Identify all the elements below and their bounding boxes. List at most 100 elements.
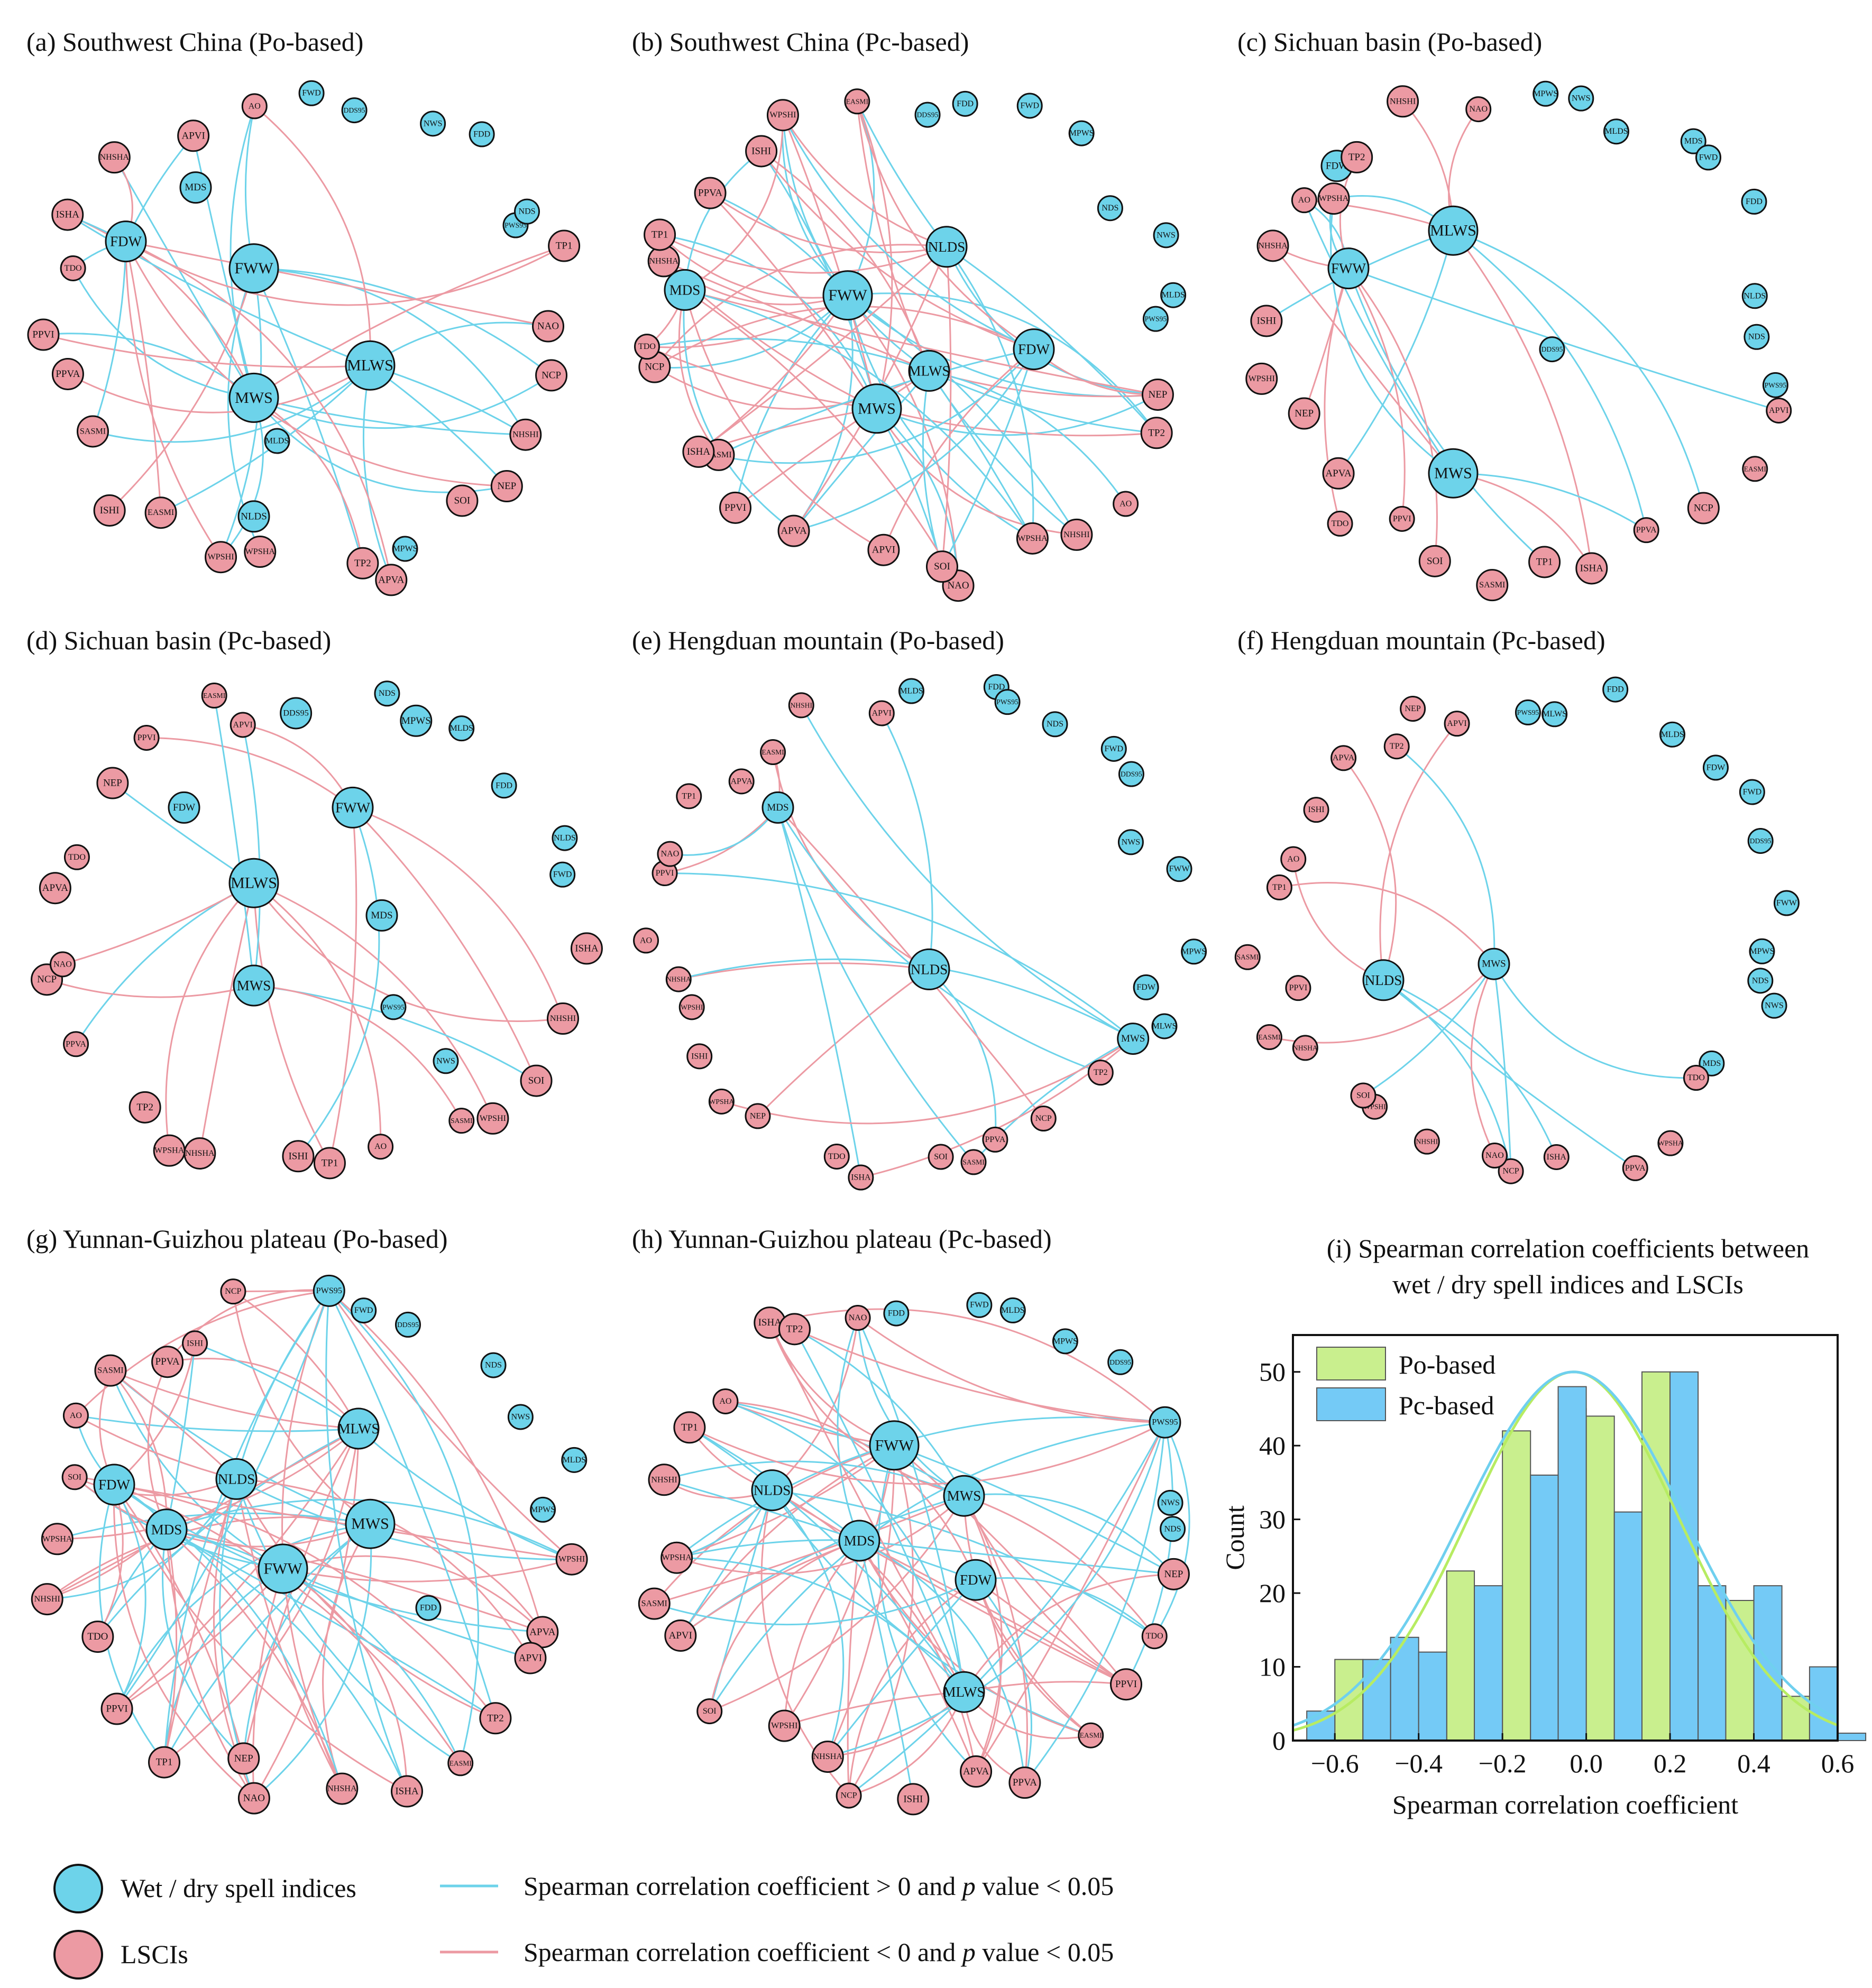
node-circle <box>1234 944 1261 970</box>
node-circle <box>1515 699 1541 725</box>
node-circle <box>1741 188 1767 215</box>
correlation-edge <box>793 348 1035 532</box>
node-mds: MDS <box>761 791 794 824</box>
correlation-edge <box>946 246 1158 434</box>
correlation-edge <box>97 1484 124 1637</box>
node-label: MLWS <box>909 363 950 379</box>
correlation-edge <box>975 1577 1155 1637</box>
pc-bar <box>1613 1511 1642 1741</box>
correlation-edge <box>235 1478 461 1764</box>
node-circle <box>1117 1023 1150 1055</box>
correlation-edge <box>113 1484 408 1792</box>
node-ishi: ISHI <box>93 494 126 527</box>
node-label: NEP <box>1295 408 1314 419</box>
node-label: EASMI <box>203 692 226 700</box>
node-circle <box>844 88 870 115</box>
node-circle <box>883 1300 910 1327</box>
node-nds: NDS <box>1042 711 1068 738</box>
correlation-edge <box>125 241 222 558</box>
node-ao: AO <box>62 1402 89 1429</box>
y-tick-label: 30 <box>1259 1505 1286 1534</box>
correlation-edge <box>281 1290 343 1789</box>
node-apvi: APVI <box>1444 711 1470 737</box>
node-ao: AO <box>712 1388 739 1414</box>
pc-bar <box>1837 1733 1867 1741</box>
node-circle <box>1766 397 1792 424</box>
node-circle <box>686 1043 713 1070</box>
correlation-edge <box>1125 1422 1174 1685</box>
node-ncp: NCP <box>836 1782 862 1809</box>
node-label: EASMI <box>449 1759 472 1767</box>
node-circle <box>838 1520 880 1562</box>
node-label: NHSHA <box>666 975 691 983</box>
correlation-edge <box>322 1523 371 1789</box>
node-circle <box>479 1702 512 1735</box>
correlation-edge <box>167 1357 360 1430</box>
node-nhshi: NHSHI <box>1387 85 1419 118</box>
node-label: TP2 <box>487 1713 504 1724</box>
node-circle <box>1157 1558 1190 1590</box>
node-label: PPVA <box>698 188 722 199</box>
node-circle <box>696 1698 723 1725</box>
node-nlds: NLDS <box>908 948 950 990</box>
correlation-edge <box>793 370 930 532</box>
node-fww: FWW <box>1773 890 1800 916</box>
node-circle <box>561 1447 588 1473</box>
node-tp1: TP1 <box>673 1411 706 1444</box>
node-label: SOI <box>934 1153 948 1162</box>
node-label: MDS <box>151 1522 182 1538</box>
node-nep: NEP <box>745 1103 771 1129</box>
node-label: WPSHI <box>480 1114 506 1123</box>
correlation-edge <box>857 1318 965 1497</box>
node-label: PPVI <box>137 733 156 742</box>
node-mlds: MLDS <box>561 1447 588 1473</box>
node-circle <box>145 1508 188 1551</box>
correlation-edge <box>771 1318 859 1491</box>
node-ishi: ISHI <box>282 1140 315 1173</box>
node-apva: APVA <box>1322 457 1355 490</box>
network-panel-b: FWW MWS MLWS NLDS FDW MDS DDS95 FDD FWD MPWS NDS NW… <box>634 88 1187 602</box>
correlation-edge <box>777 807 975 1163</box>
node-circle <box>480 1352 507 1378</box>
node-label: WPSHA <box>154 1146 185 1155</box>
correlation-edge <box>680 1444 895 1636</box>
po-bar <box>1502 1430 1531 1742</box>
node-label: MDS <box>1684 137 1703 146</box>
node-circle <box>1383 733 1410 760</box>
node-circle <box>1322 457 1355 490</box>
correlation-edge <box>62 882 254 965</box>
node-label: AO <box>640 936 652 945</box>
panel-title-e: (e) Hengduan mountain (Po-based) <box>632 625 1004 655</box>
correlation-edge <box>684 289 959 586</box>
node-label: SOI <box>454 495 471 507</box>
node-wpshi: WPSHI <box>476 1102 509 1135</box>
correlation-edge <box>253 268 364 564</box>
node-circle <box>1414 1128 1440 1155</box>
node-label: PPVI <box>1289 983 1308 992</box>
node-circle <box>1118 761 1144 787</box>
node-circle <box>313 1274 345 1307</box>
node-nlds: NLDS <box>751 1469 793 1512</box>
node-label: MLWS <box>943 1684 985 1700</box>
node-circle <box>1288 397 1320 430</box>
node-circle <box>177 119 210 152</box>
node-circle <box>1149 1406 1181 1439</box>
node-label: NHSHI <box>651 1475 677 1484</box>
correlation-edge <box>856 101 893 409</box>
node-ppvi: PPVI <box>1110 1668 1143 1701</box>
plot-frame <box>1292 1334 1839 1742</box>
node-circle <box>392 536 418 562</box>
node-tdo: TDO <box>823 1143 850 1170</box>
node-circle <box>233 964 275 1007</box>
node-circle <box>105 220 147 263</box>
node-apvi: APVI <box>177 119 210 152</box>
node-label: PWS95 <box>1145 315 1167 323</box>
node-mlds: MLDS <box>1603 118 1629 145</box>
node-circle <box>960 1755 993 1788</box>
pc-bar <box>1530 1474 1559 1741</box>
correlation-edge <box>297 807 380 1157</box>
node-circle <box>1097 195 1123 222</box>
node-label: TP1 <box>651 229 668 240</box>
node-circle <box>777 514 810 547</box>
node-circle <box>1773 890 1800 916</box>
